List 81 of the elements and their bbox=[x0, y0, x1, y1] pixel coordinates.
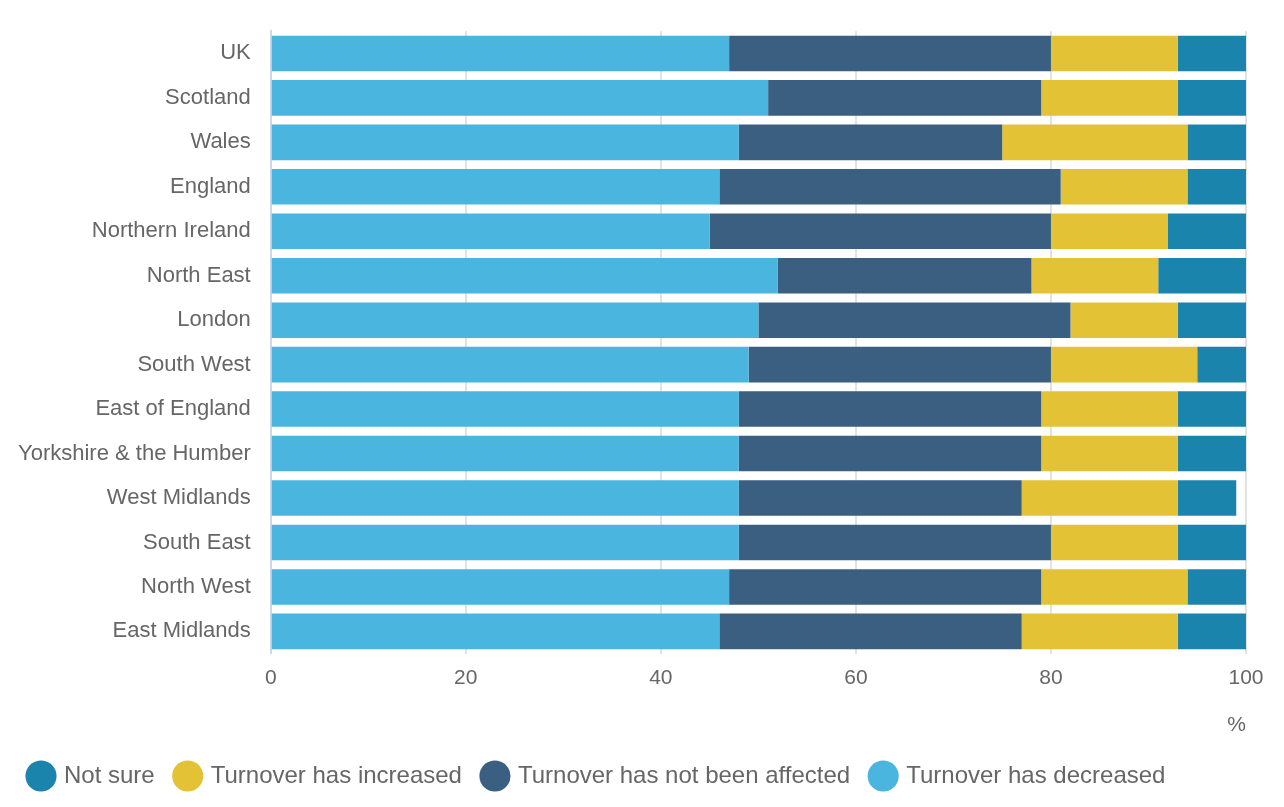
y-tick-label: North East bbox=[146, 261, 251, 287]
bar bbox=[271, 524, 739, 561]
y-tick-label: London bbox=[177, 306, 251, 332]
bar bbox=[1050, 524, 1178, 561]
bar bbox=[1187, 169, 1246, 205]
bar bbox=[1041, 391, 1178, 427]
x-tick-label: 20 bbox=[454, 665, 478, 688]
bar bbox=[738, 124, 1003, 161]
bar bbox=[729, 35, 1051, 72]
bar bbox=[271, 80, 769, 116]
bar bbox=[271, 391, 739, 427]
y-tick-label: North West bbox=[141, 572, 251, 598]
y-tick-label: Wales bbox=[190, 128, 251, 154]
bar bbox=[271, 302, 759, 338]
bar bbox=[1158, 257, 1246, 294]
bar bbox=[738, 524, 1051, 561]
bar bbox=[719, 613, 1022, 650]
bar bbox=[768, 80, 1042, 116]
bar bbox=[738, 435, 1042, 472]
y-tick-label: South East bbox=[143, 528, 251, 554]
bar bbox=[271, 346, 749, 383]
bar bbox=[719, 169, 1061, 205]
legend-label: Turnover has increased bbox=[210, 760, 462, 788]
bar bbox=[271, 169, 720, 205]
bar bbox=[271, 35, 730, 72]
bar bbox=[1050, 35, 1178, 72]
bar bbox=[271, 124, 739, 161]
bar bbox=[1187, 124, 1246, 161]
bar bbox=[271, 435, 739, 472]
bar bbox=[1177, 435, 1246, 472]
bar bbox=[777, 257, 1032, 294]
bar bbox=[738, 391, 1042, 427]
bar bbox=[271, 257, 778, 294]
bar bbox=[1177, 302, 1246, 338]
bar bbox=[1002, 124, 1188, 161]
bar bbox=[1050, 346, 1198, 383]
bar bbox=[1177, 613, 1246, 650]
bar bbox=[1070, 302, 1178, 338]
y-tick-label: East of England bbox=[95, 395, 251, 421]
bar bbox=[709, 213, 1051, 250]
y-tick-label: Yorkshire & the Humber bbox=[17, 439, 251, 465]
bar bbox=[1177, 480, 1237, 516]
bar bbox=[748, 346, 1051, 383]
legend-label: Turnover has decreased bbox=[906, 760, 1166, 788]
bar bbox=[758, 302, 1071, 338]
bar bbox=[1187, 569, 1246, 605]
bar bbox=[1177, 80, 1246, 116]
y-tick-label: UK bbox=[220, 39, 252, 65]
bar bbox=[1050, 213, 1168, 250]
x-tick-label: 100 bbox=[1228, 665, 1264, 688]
y-tick-label: South West bbox=[137, 350, 251, 376]
bar bbox=[1197, 346, 1246, 383]
x-tick-label: 80 bbox=[1039, 665, 1063, 688]
bar bbox=[1177, 524, 1246, 561]
bar bbox=[1060, 169, 1188, 205]
bar bbox=[729, 569, 1042, 605]
bar bbox=[1031, 257, 1159, 294]
y-tick-label: East Midlands bbox=[112, 617, 251, 643]
y-tick-label: Scotland bbox=[165, 83, 251, 109]
y-tick-label: England bbox=[169, 172, 251, 198]
bar bbox=[1167, 213, 1246, 250]
bar bbox=[1177, 391, 1246, 427]
x-tick-label: 60 bbox=[844, 665, 868, 688]
y-tick-label: West Midlands bbox=[106, 484, 251, 510]
bar bbox=[271, 569, 730, 605]
bar bbox=[1041, 569, 1188, 605]
bar bbox=[271, 613, 720, 650]
y-tick-label: Northern Ireland bbox=[91, 217, 251, 243]
legend-label: Not sure bbox=[64, 760, 155, 788]
bar bbox=[1021, 613, 1178, 650]
x-axis-title: % bbox=[1227, 712, 1246, 736]
x-tick-label: 40 bbox=[649, 665, 673, 688]
bar bbox=[271, 480, 739, 516]
bar bbox=[738, 480, 1022, 516]
x-tick-label: 0 bbox=[264, 665, 277, 688]
bar bbox=[1021, 480, 1178, 516]
bar bbox=[1041, 435, 1178, 472]
bar bbox=[1177, 35, 1246, 72]
bar bbox=[271, 213, 710, 250]
bar bbox=[1041, 80, 1178, 116]
legend-label: Turnover has not been affected bbox=[517, 760, 851, 788]
